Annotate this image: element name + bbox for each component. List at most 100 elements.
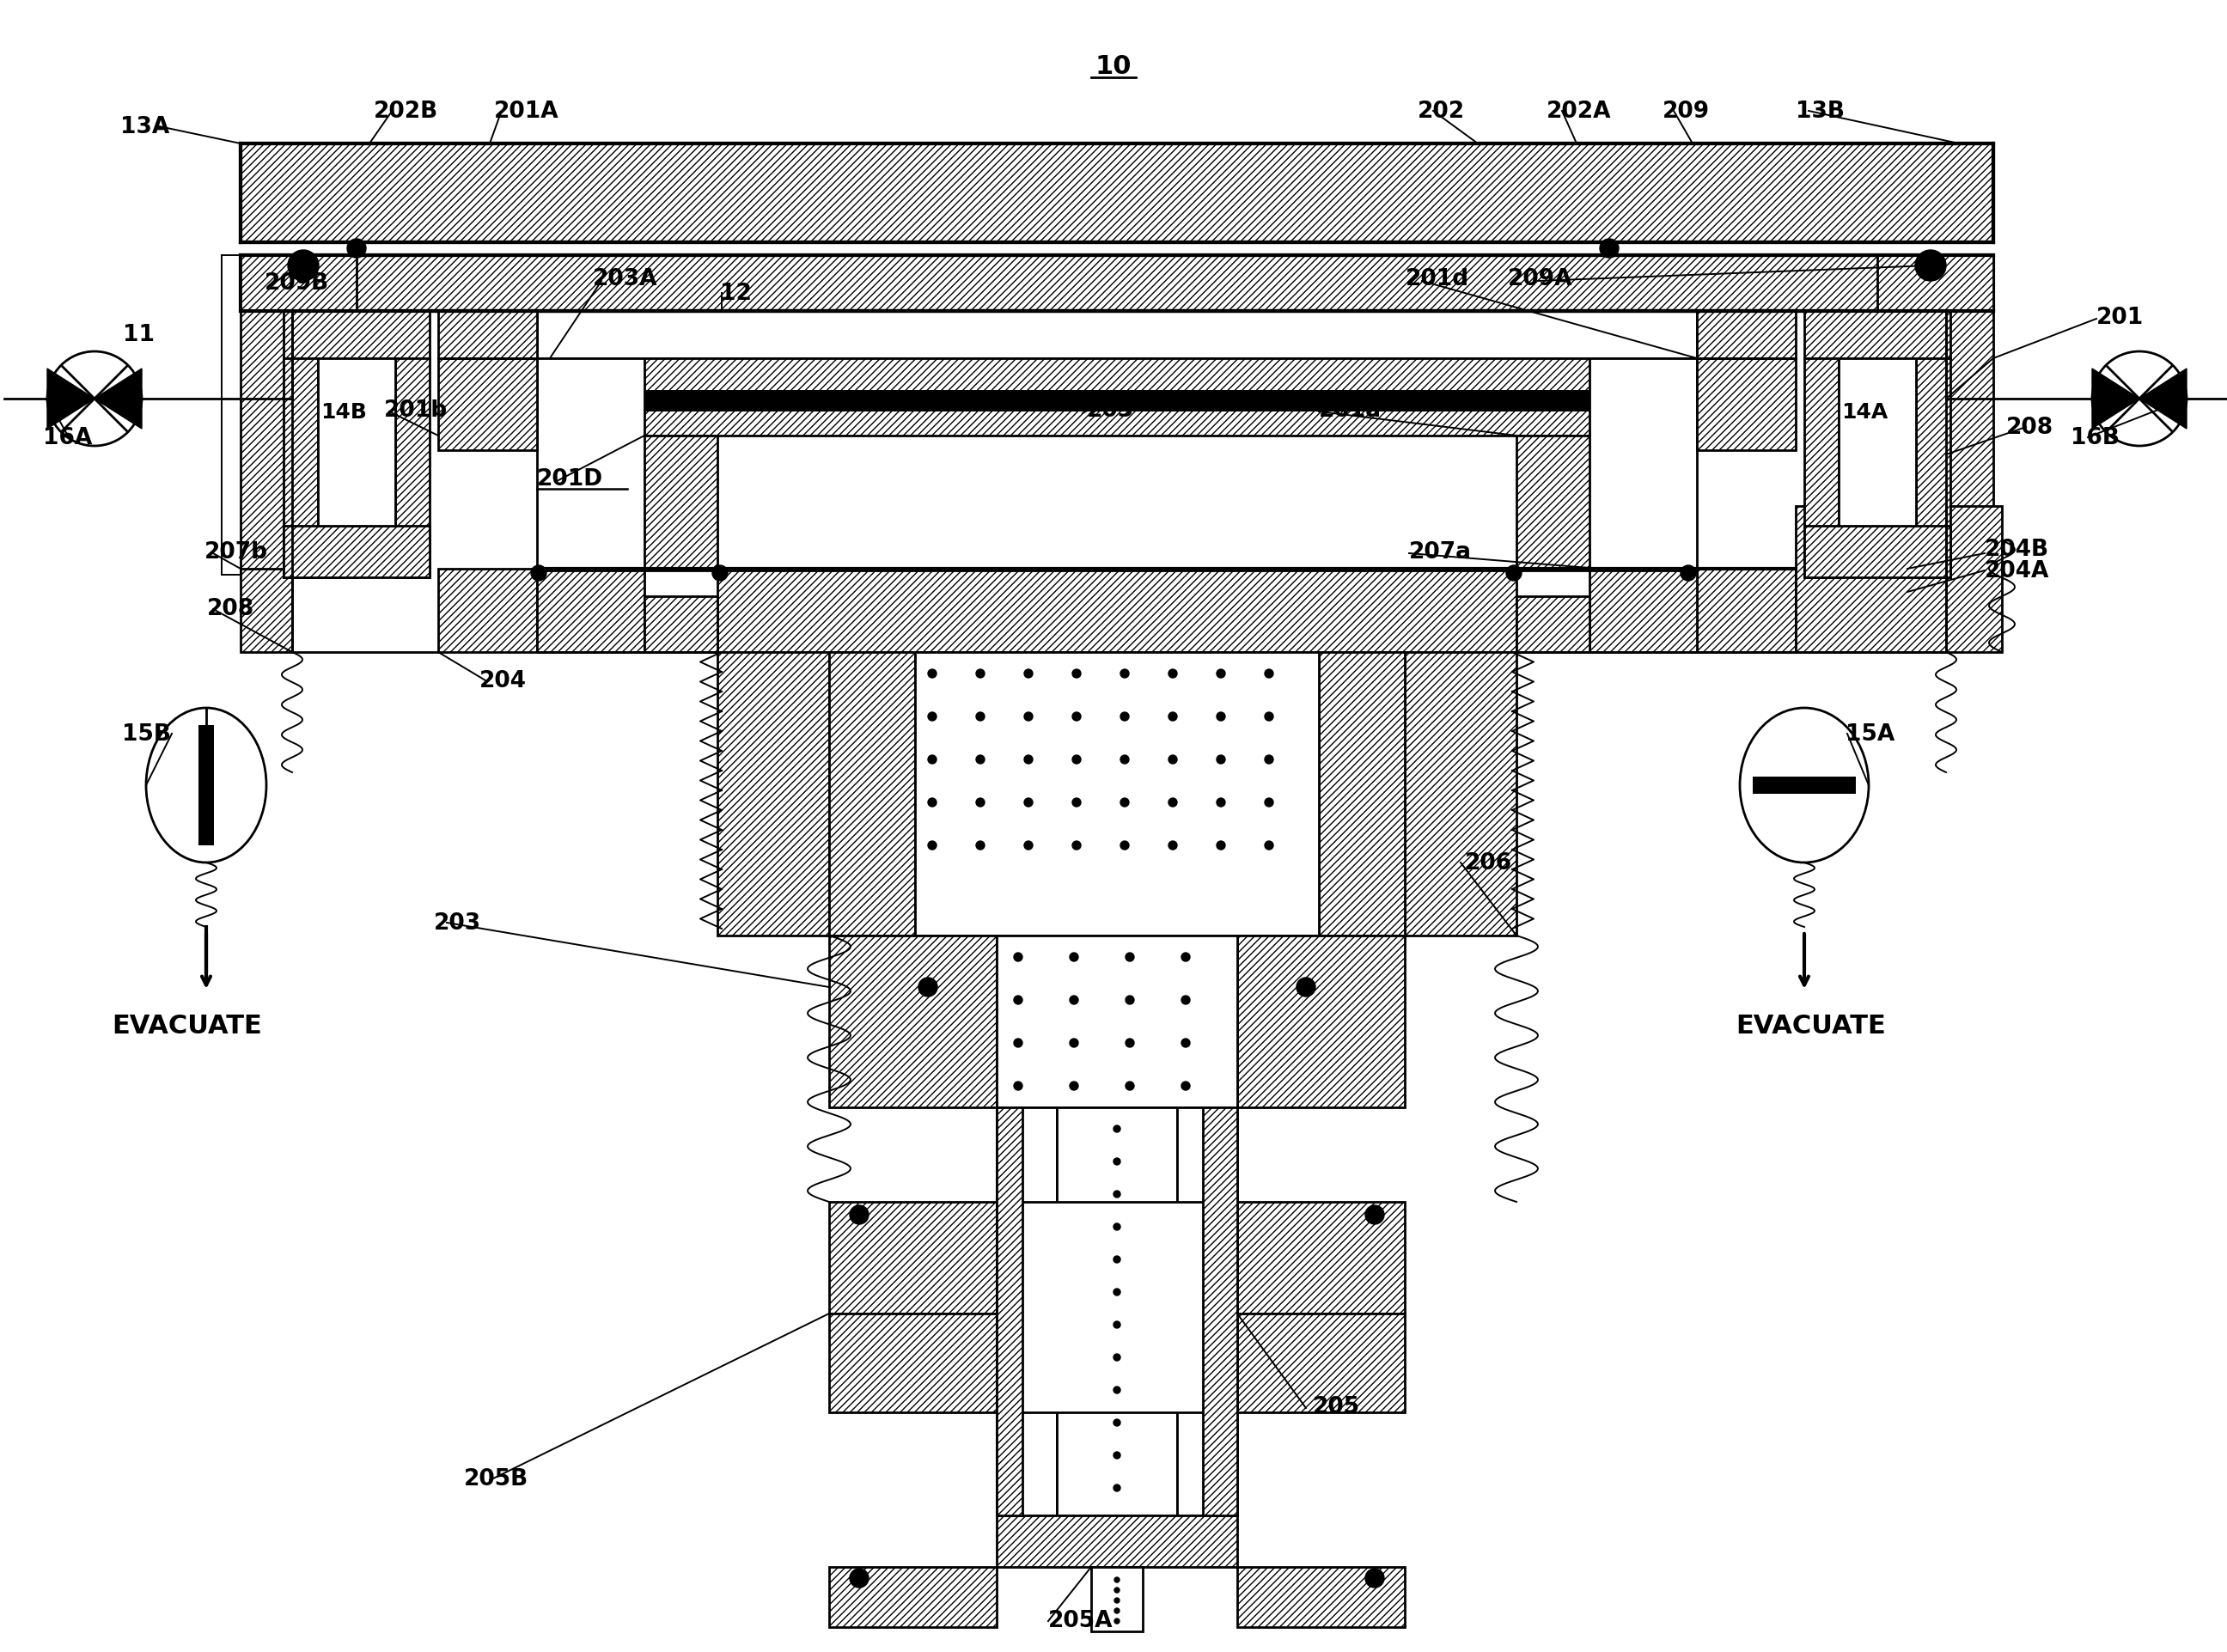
Circle shape [1265, 841, 1274, 851]
Circle shape [1114, 1386, 1120, 1394]
Circle shape [1069, 1039, 1078, 1047]
Circle shape [1120, 841, 1129, 851]
Circle shape [975, 755, 984, 765]
Circle shape [1180, 1039, 1189, 1047]
Circle shape [1024, 755, 1033, 765]
Circle shape [1216, 798, 1225, 808]
Circle shape [1681, 567, 1697, 582]
Bar [1804, 527, 1951, 578]
Circle shape [1120, 755, 1129, 765]
Bar [998, 937, 1238, 1107]
Circle shape [1120, 712, 1129, 722]
Circle shape [1114, 1619, 1120, 1624]
Circle shape [1114, 1125, 1120, 1133]
Circle shape [1296, 978, 1316, 996]
Bar [537, 312, 1697, 358]
Circle shape [1013, 1082, 1022, 1090]
Polygon shape [2091, 368, 2140, 430]
Circle shape [1114, 1289, 1120, 1295]
Bar [1517, 572, 1590, 653]
Circle shape [287, 251, 318, 281]
Text: 207b: 207b [205, 540, 267, 563]
Bar [439, 570, 537, 653]
Circle shape [1125, 1082, 1134, 1090]
Bar [1795, 507, 2002, 653]
Text: 13A: 13A [120, 116, 169, 139]
Bar [1840, 358, 1915, 527]
Text: 209A: 209A [1508, 268, 1572, 291]
Bar [241, 256, 1993, 312]
Bar [1238, 937, 1405, 1107]
Circle shape [1069, 996, 1078, 1004]
Text: 203: 203 [434, 912, 481, 933]
Circle shape [929, 669, 938, 679]
Text: 11: 11 [122, 324, 154, 345]
Circle shape [1169, 669, 1178, 679]
Text: 201A: 201A [494, 101, 559, 122]
Text: 13B: 13B [1795, 101, 1844, 122]
Text: 10: 10 [1096, 55, 1131, 79]
Text: 14A: 14A [1842, 401, 1888, 423]
Circle shape [1071, 841, 1080, 851]
Bar [1203, 1107, 1238, 1515]
Bar [998, 1107, 1058, 1515]
Polygon shape [47, 368, 94, 430]
Circle shape [1069, 1082, 1078, 1090]
Circle shape [1365, 1569, 1385, 1588]
Circle shape [851, 1569, 869, 1588]
Circle shape [1265, 798, 1274, 808]
Text: 204A: 204A [1984, 560, 2049, 582]
Bar [1804, 312, 1951, 358]
Circle shape [1365, 1206, 1385, 1224]
Bar [1697, 570, 1795, 653]
Circle shape [1125, 1039, 1134, 1047]
Circle shape [1180, 953, 1189, 961]
Text: 206: 206 [1465, 852, 1512, 874]
Circle shape [1125, 953, 1134, 961]
Text: 12: 12 [719, 282, 753, 306]
Circle shape [1125, 996, 1134, 1004]
Circle shape [1024, 841, 1033, 851]
Circle shape [1120, 669, 1129, 679]
Text: 205A: 205A [1049, 1609, 1114, 1632]
Circle shape [1169, 841, 1178, 851]
Text: 204B: 204B [1984, 539, 2049, 560]
Circle shape [713, 567, 728, 582]
Circle shape [1216, 669, 1225, 679]
Circle shape [1071, 712, 1080, 722]
Bar [998, 1107, 1022, 1515]
Bar [998, 1203, 1238, 1412]
Bar [1318, 653, 1405, 937]
Bar [828, 1313, 998, 1412]
Circle shape [1120, 798, 1129, 808]
Circle shape [1169, 798, 1178, 808]
Circle shape [1114, 1607, 1120, 1614]
Text: 15B: 15B [122, 724, 171, 745]
Circle shape [975, 712, 984, 722]
Circle shape [1114, 1191, 1120, 1198]
Circle shape [1071, 798, 1080, 808]
Bar [1058, 1107, 1178, 1515]
Text: 202A: 202A [1546, 101, 1612, 122]
Circle shape [1265, 712, 1274, 722]
Circle shape [918, 978, 938, 996]
Text: 208: 208 [2007, 416, 2053, 439]
Bar [644, 436, 717, 570]
Circle shape [1169, 755, 1178, 765]
Circle shape [1180, 1082, 1189, 1090]
Circle shape [929, 755, 938, 765]
Bar [1697, 358, 1795, 451]
Circle shape [1114, 1578, 1120, 1583]
Polygon shape [2140, 368, 2187, 430]
Circle shape [1013, 953, 1022, 961]
Bar [998, 1515, 1238, 1568]
Circle shape [1114, 1597, 1120, 1602]
Circle shape [1024, 712, 1033, 722]
Bar [1804, 358, 1840, 578]
Text: 16B: 16B [2071, 426, 2120, 449]
Bar [644, 358, 1590, 436]
Circle shape [975, 669, 984, 679]
Circle shape [1071, 755, 1080, 765]
Text: 203: 203 [1087, 400, 1134, 421]
Bar [1405, 653, 1517, 937]
